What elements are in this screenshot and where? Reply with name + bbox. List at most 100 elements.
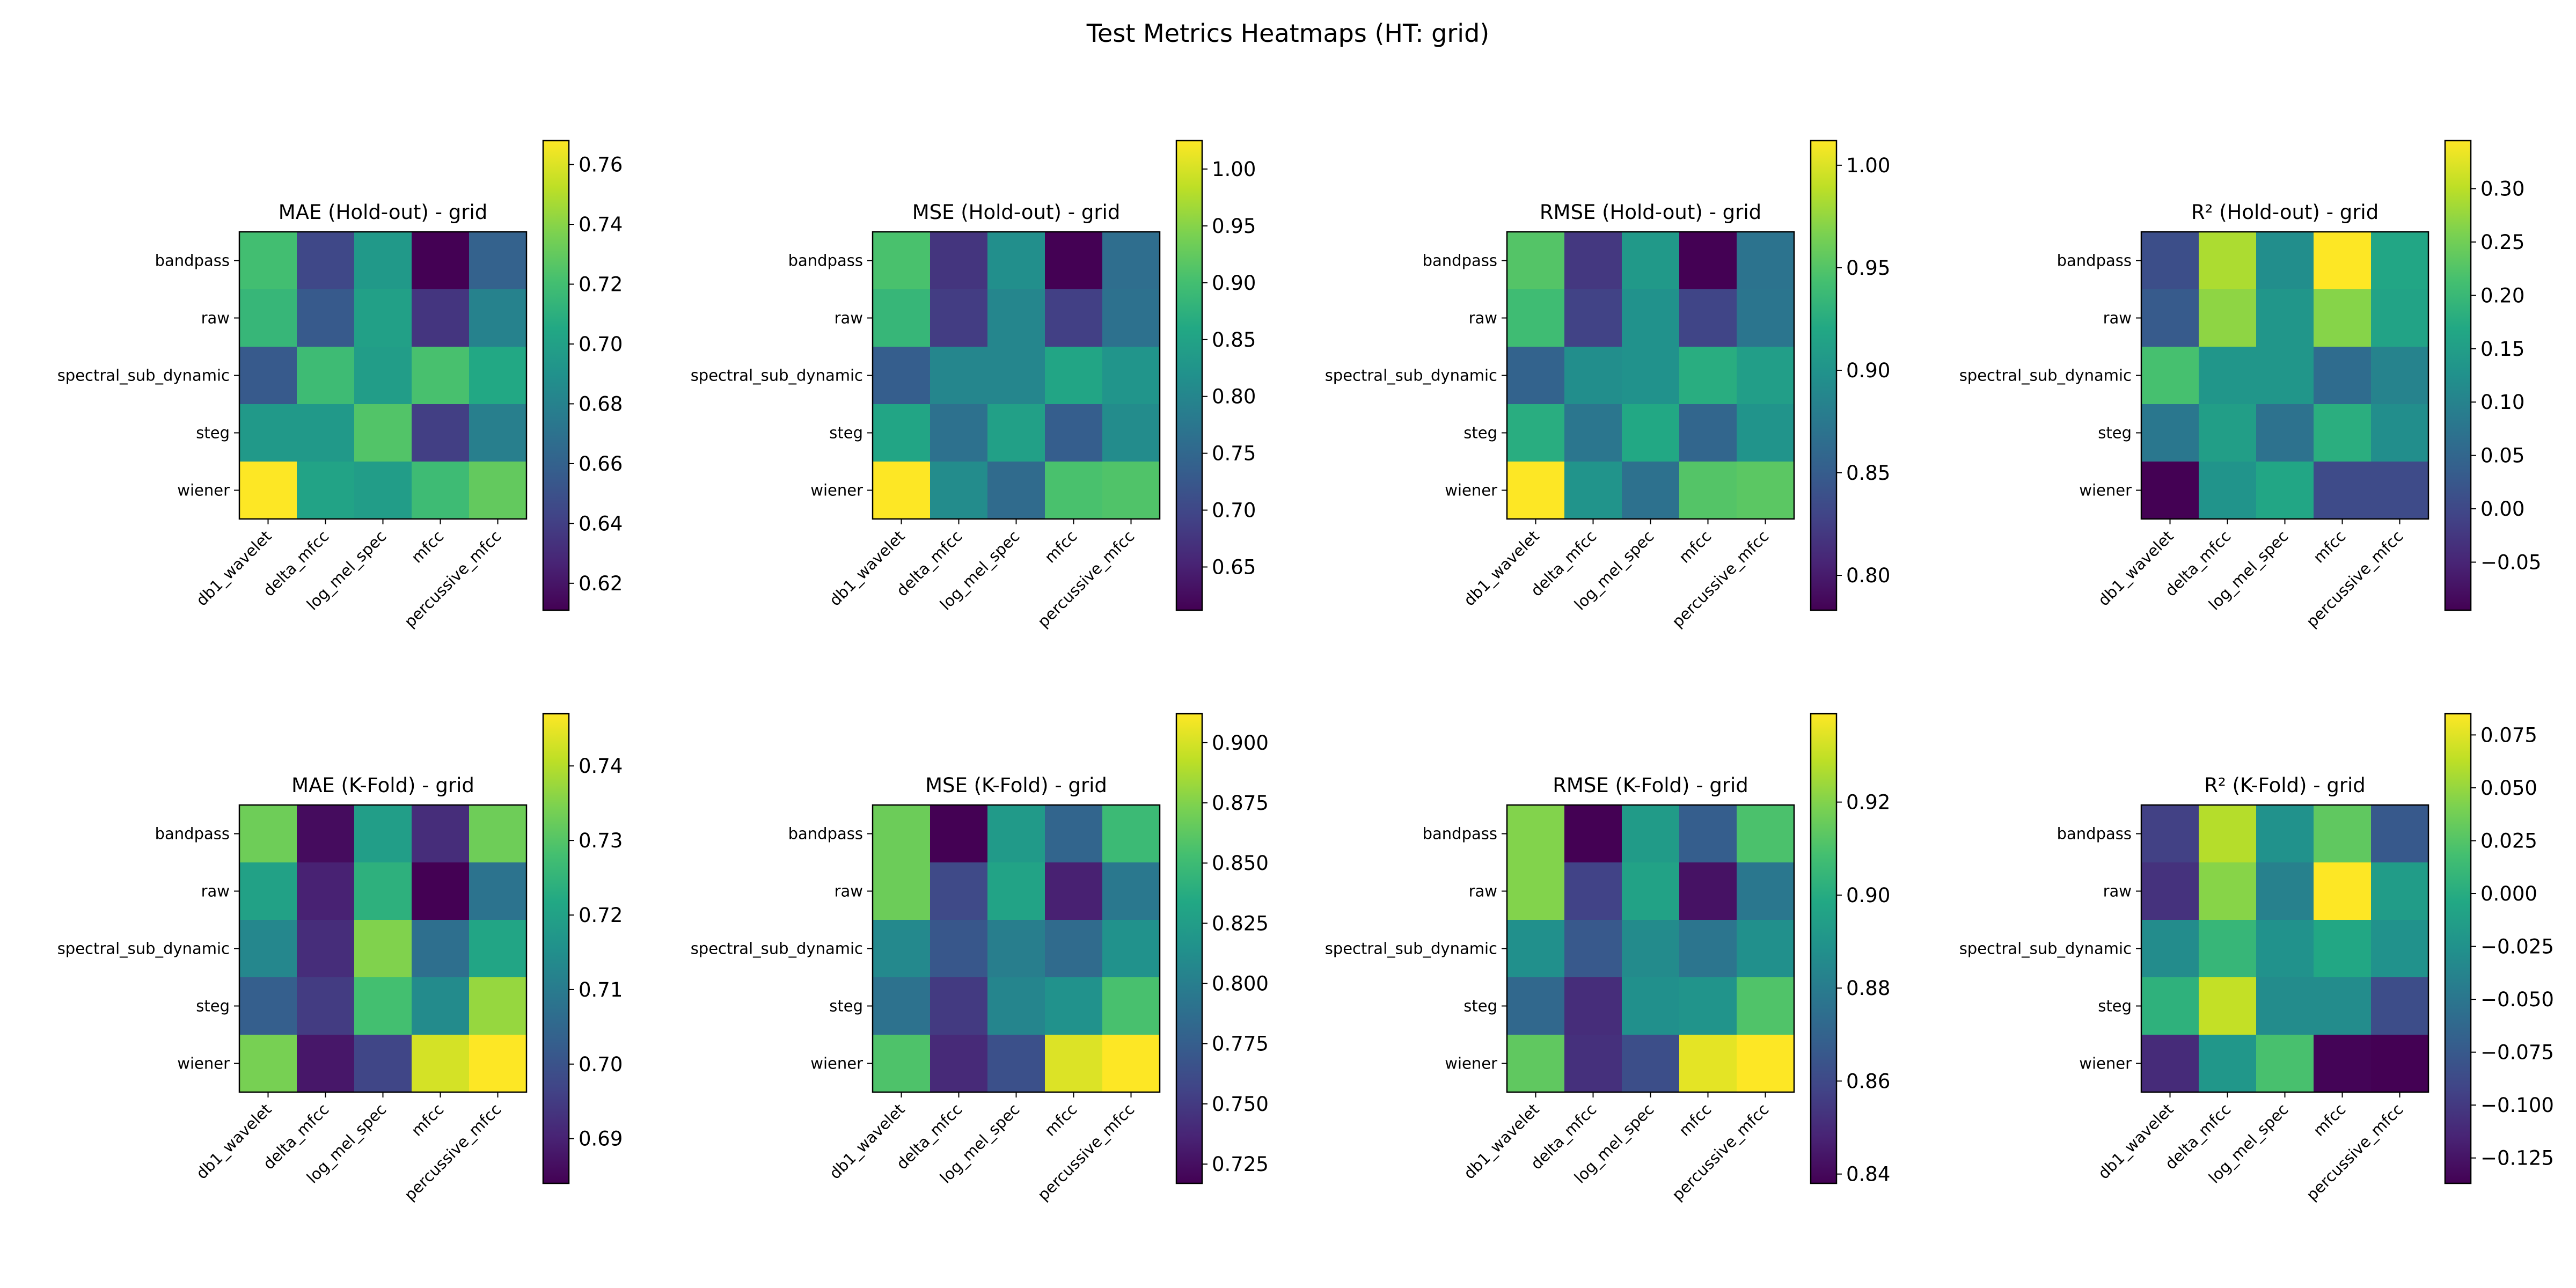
heatmap-cell <box>239 920 297 978</box>
heatmap-cell <box>2199 347 2257 405</box>
heatmap-cell <box>297 977 355 1035</box>
colorbar-tick-label: 0.90 <box>1846 884 1890 907</box>
heatmap-cell <box>354 805 412 863</box>
heatmap-cell <box>2371 232 2429 290</box>
panel-title: R² (K-Fold) - grid <box>2204 774 2366 797</box>
y-tick-label: raw <box>1469 882 1497 901</box>
x-tick-label: mfcc <box>1041 527 1081 567</box>
heatmap-cell <box>2314 805 2372 863</box>
colorbar-tick-label: 0.85 <box>1846 462 1890 485</box>
colorbar-tick-label: 0.70 <box>579 1053 623 1076</box>
heatmap-cell <box>1507 977 1565 1035</box>
heatmap-cell <box>2371 920 2429 978</box>
heatmap-cell <box>239 1035 297 1093</box>
heatmap-cell <box>873 404 931 462</box>
heatmap-cell <box>469 289 527 347</box>
colorbar-tick-label: 0.875 <box>1212 792 1269 815</box>
colorbar-tick-label: 0.74 <box>579 213 623 236</box>
heatmap-cell <box>987 232 1045 290</box>
y-tick-label: wiener <box>810 481 863 500</box>
heatmap-cell <box>2256 289 2314 347</box>
heatmap-cell <box>412 977 470 1035</box>
heatmap-cell <box>2371 862 2429 920</box>
x-tick-label: db1_wavelet <box>193 527 275 610</box>
heatmap-cell <box>1737 289 1795 347</box>
y-tick-label: steg <box>2098 424 2132 442</box>
heatmap-cell <box>2256 862 2314 920</box>
heatmap-cell <box>873 232 931 290</box>
heatmap-cell <box>469 232 527 290</box>
heatmap-cell <box>2141 977 2199 1035</box>
heatmap-cell <box>2314 1035 2372 1093</box>
heatmap-cell <box>2314 232 2372 290</box>
heatmap-panel: R² (Hold-out) - grid bandpass raw spectral_… <box>1959 140 2541 631</box>
colorbar-tick-label: 0.750 <box>1212 1093 1269 1116</box>
heatmap-cell <box>1564 462 1622 519</box>
x-tick-label: db1_wavelet <box>2095 1100 2177 1183</box>
heatmap-cell <box>1045 404 1103 462</box>
heatmap-cell <box>412 232 470 290</box>
colorbar-tick-label: −0.050 <box>2480 988 2554 1011</box>
heatmap-cell <box>1564 404 1622 462</box>
x-tick-label: db1_wavelet <box>1460 1100 1543 1183</box>
colorbar-tick-label: 0.70 <box>1212 499 1256 522</box>
heatmap-cell <box>239 805 297 863</box>
heatmap-cell <box>412 1035 470 1093</box>
colorbar-tick-label: 0.68 <box>579 392 623 415</box>
heatmap-cell <box>412 920 470 978</box>
heatmap-cell <box>1679 462 1737 519</box>
heatmap-cell <box>354 404 412 462</box>
heatmap-cell <box>412 289 470 347</box>
heatmap-cell <box>1564 862 1622 920</box>
heatmap-cell <box>1622 977 1680 1035</box>
heatmap-cell <box>873 462 931 519</box>
heatmap-cell <box>239 232 297 290</box>
heatmap-cell <box>2199 462 2257 519</box>
heatmap-cell <box>987 462 1045 519</box>
heatmap-cell <box>930 977 988 1035</box>
y-tick-label: wiener <box>2079 481 2132 500</box>
colorbar-tick-label: 0.75 <box>1212 442 1256 465</box>
y-tick-label: bandpass <box>155 252 230 270</box>
heatmap-cell <box>2371 1035 2429 1093</box>
heatmap-cell <box>2314 977 2372 1035</box>
y-tick-label: raw <box>201 882 230 901</box>
heatmap-cell <box>873 347 931 405</box>
y-tick-label: wiener <box>2079 1055 2132 1073</box>
colorbar-tick-label: 0.70 <box>579 333 623 356</box>
heatmap-cell <box>1737 920 1795 978</box>
x-tick-label: mfcc <box>1675 1100 1715 1140</box>
x-tick-label: db1_wavelet <box>1460 527 1543 610</box>
heatmap-cell <box>1679 977 1737 1035</box>
heatmap-cell <box>1679 862 1737 920</box>
heatmap-cell <box>297 805 355 863</box>
colorbar-tick-label: 0.88 <box>1846 977 1890 1000</box>
heatmap-panel: MAE (K-Fold) - grid bandpass raw spectral_s… <box>57 713 623 1204</box>
x-tick-label: mfcc <box>408 527 448 567</box>
heatmap-cell <box>354 977 412 1035</box>
x-tick-label: db1_wavelet <box>826 1100 909 1183</box>
heatmap-cell <box>354 862 412 920</box>
colorbar-tick-label: 0.90 <box>1212 272 1256 295</box>
heatmap-cell <box>1679 920 1737 978</box>
colorbar-tick-label: 0.800 <box>1212 972 1269 996</box>
colorbar <box>2444 140 2472 611</box>
colorbar-tick-label: 0.900 <box>1212 731 1269 755</box>
heatmap-cell <box>2199 1035 2257 1093</box>
x-tick-label: percussive_mfcc <box>1034 1100 1138 1204</box>
colorbar-tick-label: 0.075 <box>2480 723 2537 747</box>
heatmap-cell <box>1045 289 1103 347</box>
heatmap-cell <box>1737 1035 1795 1093</box>
y-tick-label: spectral_sub_dynamic <box>691 367 863 385</box>
heatmap-cell <box>2141 462 2199 519</box>
y-tick-label: raw <box>201 309 230 327</box>
y-tick-label: spectral_sub_dynamic <box>57 367 230 385</box>
heatmap-cell <box>1507 289 1565 347</box>
heatmap-cell <box>1679 805 1737 863</box>
heatmap-cell <box>2141 347 2199 405</box>
x-tick-label: mfcc <box>2310 1100 2350 1140</box>
heatmap-cell <box>412 462 470 519</box>
heatmap-cell <box>239 289 297 347</box>
heatmap-cell <box>239 404 297 462</box>
